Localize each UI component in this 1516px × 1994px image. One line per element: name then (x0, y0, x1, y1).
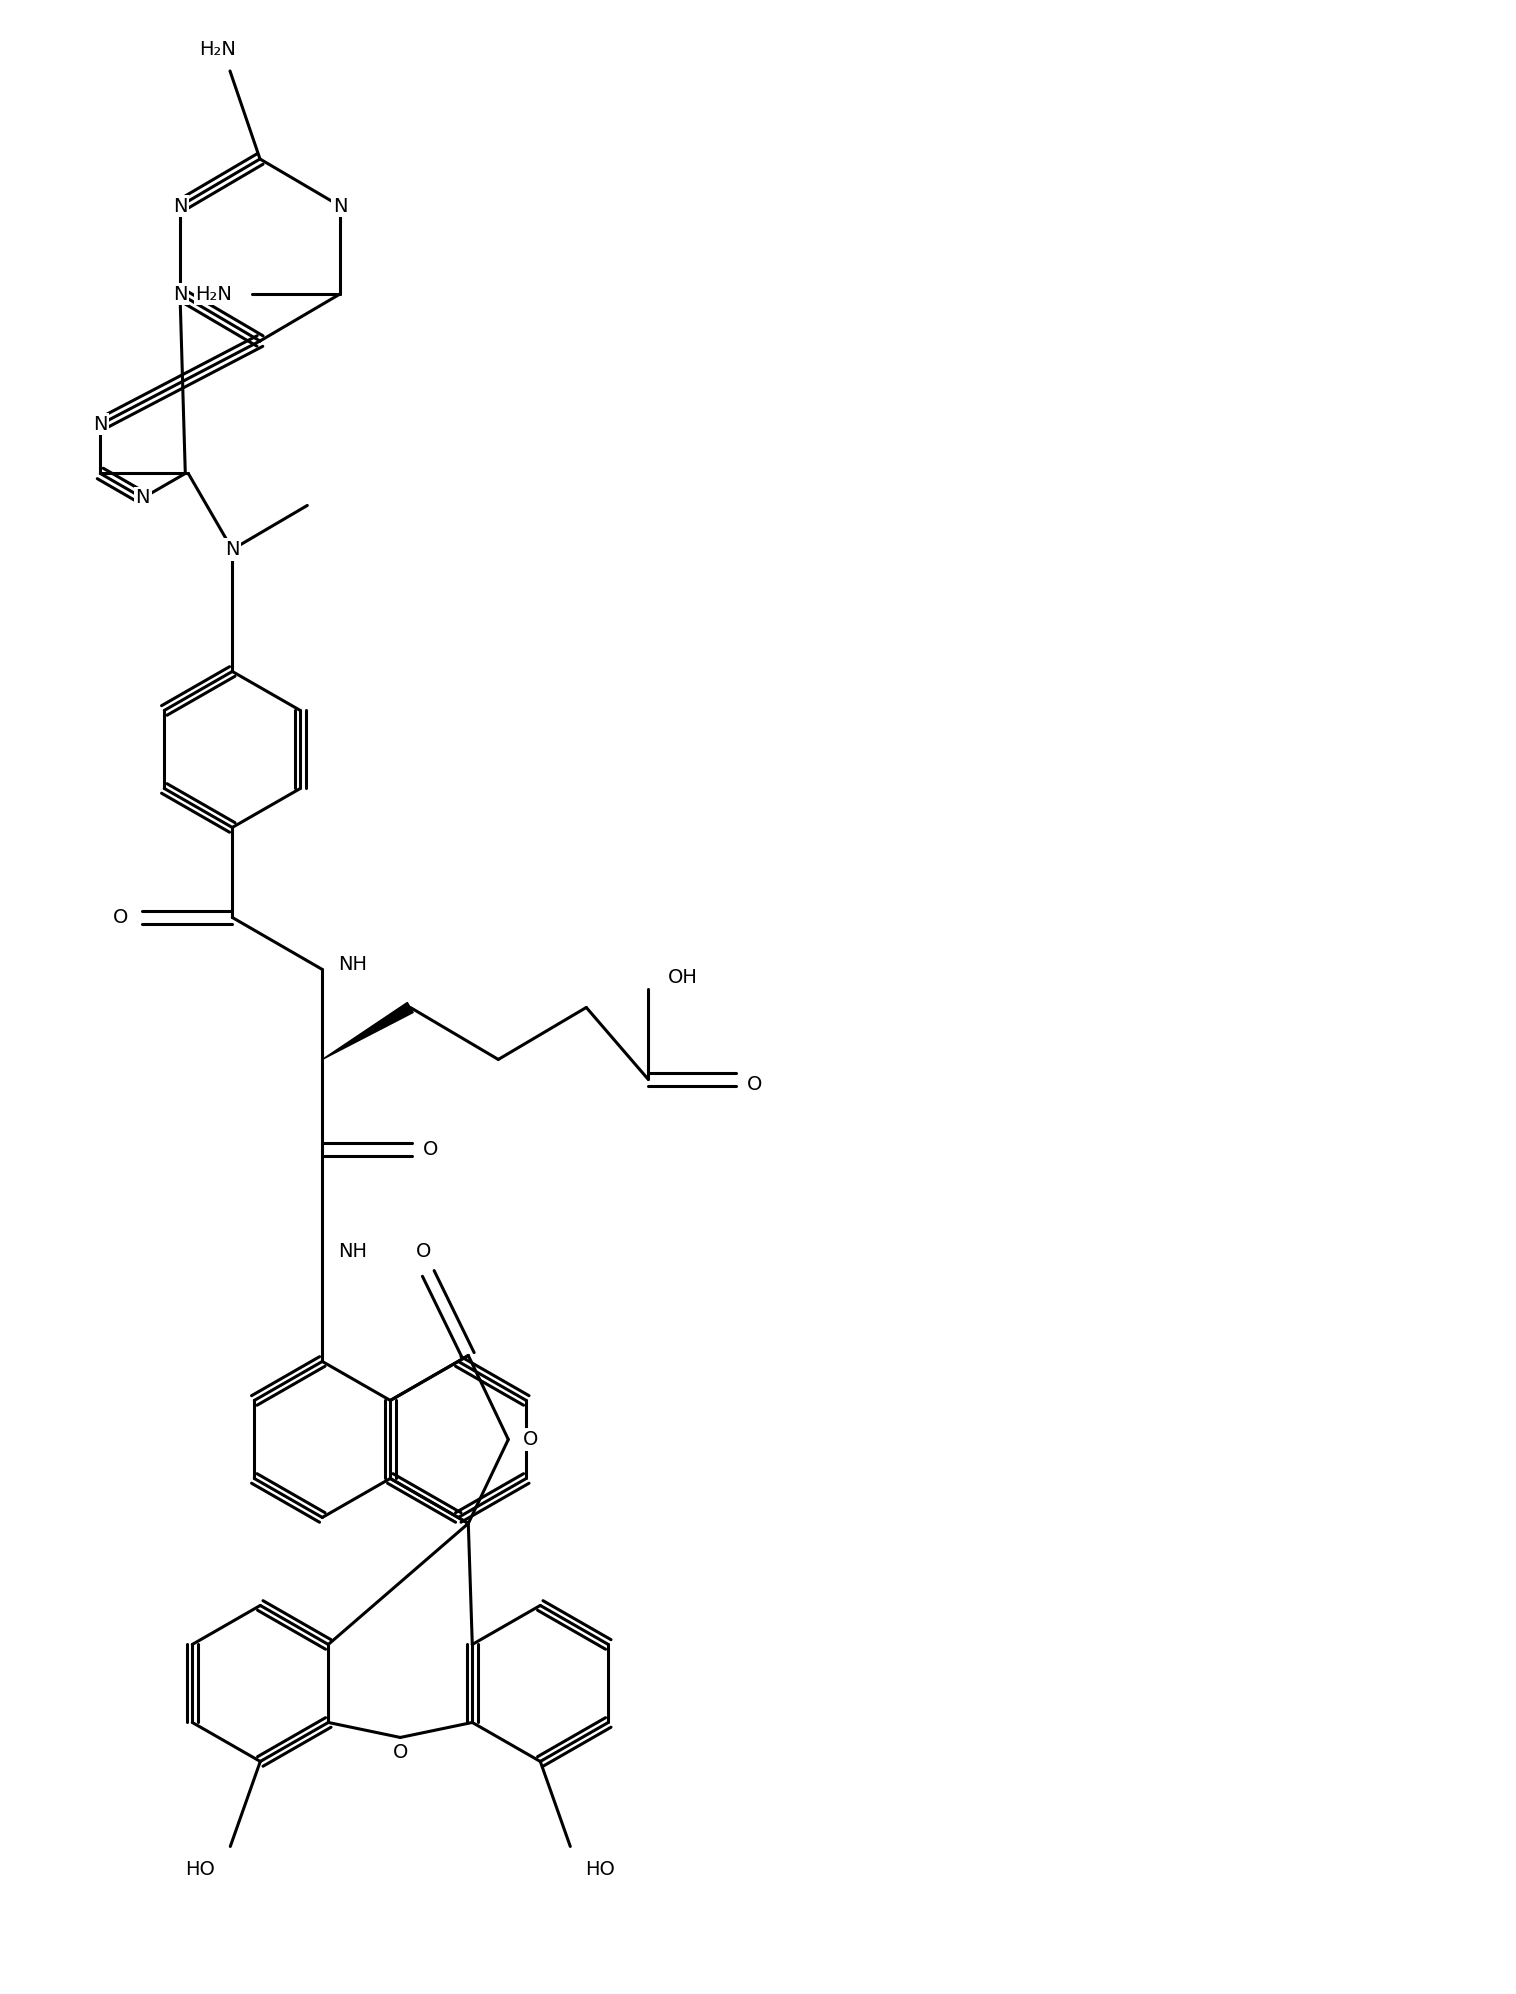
Text: N: N (173, 285, 188, 303)
Text: OH: OH (669, 967, 699, 987)
Text: O: O (415, 1242, 431, 1260)
Text: O: O (746, 1075, 763, 1095)
Text: NH: NH (338, 955, 367, 973)
Text: O: O (523, 1430, 538, 1450)
Text: H₂N: H₂N (200, 40, 236, 58)
Text: N: N (92, 415, 108, 435)
Text: N: N (135, 489, 150, 508)
Text: N: N (332, 197, 347, 215)
Text: HO: HO (585, 1860, 615, 1878)
Text: O: O (112, 907, 127, 927)
Text: O: O (393, 1743, 408, 1763)
Polygon shape (323, 1003, 414, 1059)
Text: NH: NH (338, 1242, 367, 1260)
Text: N: N (173, 197, 188, 215)
Text: N: N (224, 540, 240, 558)
Text: O: O (423, 1141, 438, 1159)
Text: H₂N: H₂N (196, 285, 232, 303)
Text: HO: HO (185, 1860, 215, 1878)
